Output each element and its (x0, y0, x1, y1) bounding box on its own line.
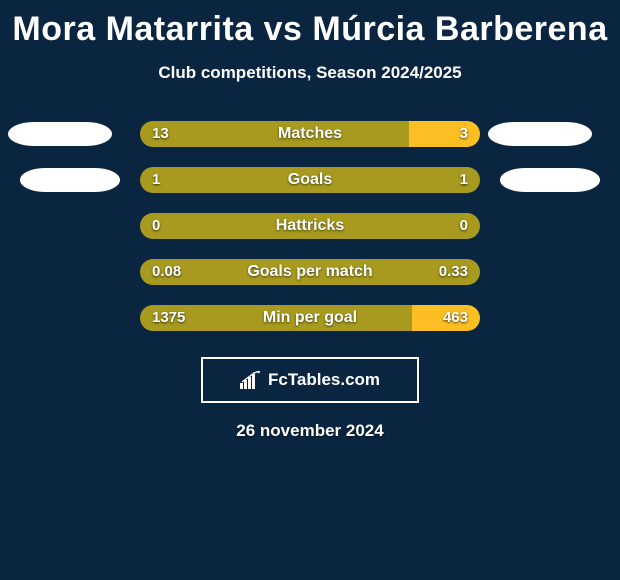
stat-bar (140, 305, 480, 331)
bars-icon (240, 371, 262, 389)
stat-row: Matches133 (0, 121, 620, 147)
brand-box: FcTables.com (201, 357, 419, 403)
stat-bar-right (409, 121, 480, 147)
snapshot-date: 26 november 2024 (0, 421, 620, 441)
brand-text: FcTables.com (268, 370, 380, 390)
stat-bar-left (140, 259, 480, 285)
stat-bar-left (140, 305, 412, 331)
right-marker (488, 122, 592, 146)
stat-bar-left (140, 213, 480, 239)
stat-bar-left (140, 121, 409, 147)
stat-bar (140, 167, 480, 193)
stat-bar-right (412, 305, 480, 331)
stats-container: Matches133 Goals11 Hattricks00 Goals per ma… (0, 121, 620, 331)
stat-bar-left (140, 167, 480, 193)
left-marker (20, 168, 120, 192)
stat-row: Hattricks00 (0, 213, 620, 239)
left-marker (8, 122, 112, 146)
right-marker (500, 168, 600, 192)
stat-bar (140, 121, 480, 147)
stat-bar (140, 259, 480, 285)
stat-row: Goals11 (0, 167, 620, 193)
comparison-subtitle: Club competitions, Season 2024/2025 (0, 63, 620, 83)
stat-row: Goals per match0.080.33 (0, 259, 620, 285)
stat-bar (140, 213, 480, 239)
stat-row: Min per goal1375463 (0, 305, 620, 331)
comparison-title: Mora Matarrita vs Múrcia Barberena (0, 0, 620, 49)
